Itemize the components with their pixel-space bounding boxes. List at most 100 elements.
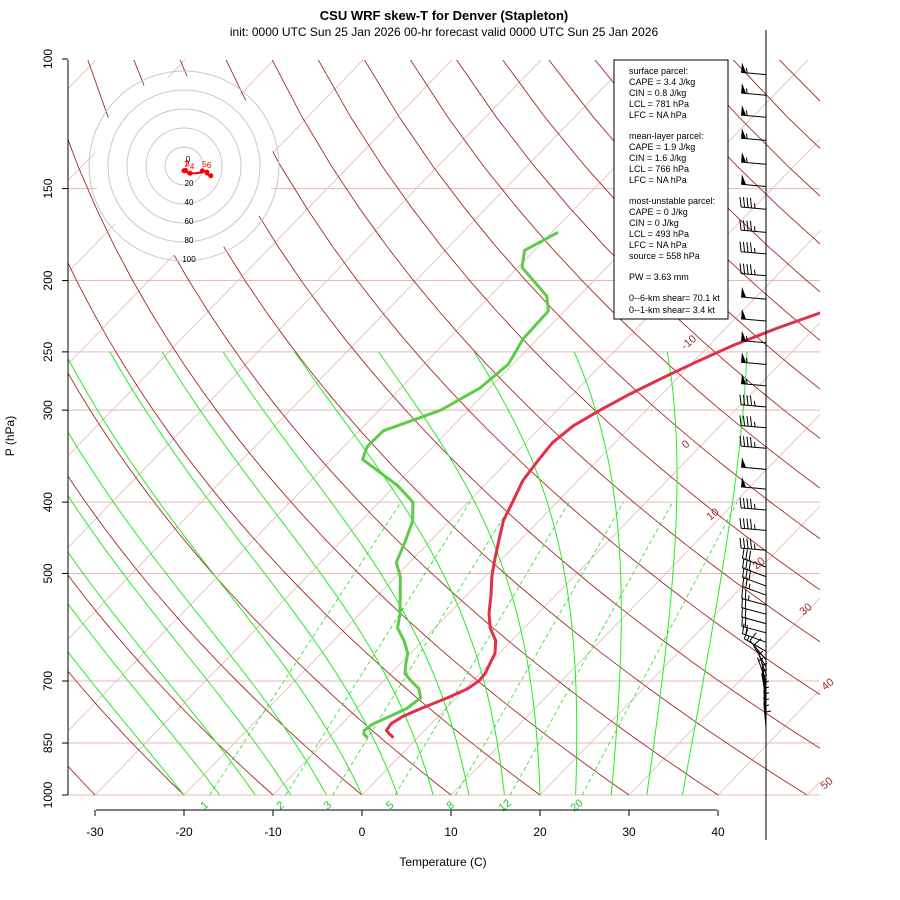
wind-barb-half-feather	[763, 686, 770, 689]
isotherm-line	[272, 230, 820, 796]
wind-barb-half-feather	[758, 657, 764, 662]
wind-barb-feather	[741, 606, 744, 618]
dry-adiabat-line	[87, 60, 719, 796]
wind-barb-feather	[745, 549, 748, 560]
wind-barb-staff	[741, 404, 767, 408]
isotherm-line	[68, 60, 542, 549]
hodograph-height-label: 2	[185, 160, 190, 169]
isotherm-line	[68, 60, 631, 640]
wind-barb-staff	[741, 273, 767, 277]
wind-barb-half-feather	[758, 650, 764, 655]
dry-adiabat-line	[271, 60, 820, 643]
wind-barb-half-feather	[746, 133, 748, 139]
dry-adiabat-line	[410, 60, 820, 489]
info-surface-lcl: LCL = 781 hPa	[629, 99, 689, 109]
info-mean-header: mean-layer parcel:	[629, 131, 704, 141]
info-mean-cin: CIN = 1.6 J/kg	[629, 153, 686, 163]
isotherm-line	[68, 60, 720, 732]
hodograph-ring-label: 60	[185, 217, 194, 226]
wind-barb-feather	[749, 498, 753, 509]
dry-adiabat-line	[778, 60, 820, 102]
wind-barb-feather	[742, 197, 746, 208]
isotherm-line	[450, 414, 820, 796]
wind-barb	[741, 308, 767, 322]
wind-barb-feather	[742, 436, 746, 447]
info-mu-source: source = 558 hPa	[629, 251, 700, 261]
hodograph-height-label: 1	[184, 160, 189, 169]
wind-barb-staff	[744, 638, 767, 652]
wind-barb-feather	[749, 242, 753, 253]
wind-barb	[741, 174, 767, 187]
wind-barb-staff	[741, 425, 767, 429]
wind-barb	[739, 219, 767, 233]
wind-barb-half-feather	[753, 203, 756, 209]
wind-barb-staff	[741, 206, 767, 210]
x-tick-label: 40	[711, 825, 725, 839]
wind-barb-feather	[746, 197, 749, 208]
mixing-ratio-line	[332, 501, 514, 796]
wind-barb-feather	[739, 435, 742, 447]
wind-barb-flag	[741, 105, 747, 116]
wind-barb	[739, 537, 767, 551]
wind-barb	[742, 557, 767, 578]
dry-adiabat-line	[133, 60, 808, 796]
wind-barb-feather	[749, 538, 753, 550]
wind-barb-flag	[741, 457, 747, 468]
chart-title: CSU WRF skew-T for Denver (Stapleton)	[320, 8, 568, 23]
isotherm-label: 50	[819, 775, 836, 792]
wind-barb-staff	[742, 633, 767, 643]
wind-barb-feather	[746, 416, 749, 427]
wind-barb	[741, 476, 767, 490]
wind-barb-feather	[739, 537, 742, 549]
wind-barb-half-feather	[746, 336, 748, 342]
wind-barb-feather	[739, 394, 742, 405]
wind-barb-feather	[741, 597, 744, 608]
dry-adiabat-line	[68, 475, 363, 796]
wind-barb-flag	[741, 83, 747, 94]
wind-barb	[741, 105, 767, 118]
wind-barb-feather	[748, 560, 752, 571]
wind-barb-half-feather	[746, 88, 748, 94]
moist-adiabat-line	[68, 651, 185, 796]
dry-adiabat-line	[225, 60, 820, 696]
wind-barb-feather	[739, 518, 742, 529]
isotherm-line	[68, 60, 453, 457]
y-tick-label: 850	[41, 733, 55, 753]
hodograph-ring-label: 0	[186, 155, 191, 164]
wind-barb-half-feather	[753, 269, 756, 275]
wind-barb	[741, 83, 767, 96]
wind-barb-feather	[746, 518, 749, 529]
wind-barb-half-feather	[753, 400, 756, 407]
wind-barb-half-feather	[753, 524, 756, 530]
info-mu-cape: CAPE = 0 J/kg	[629, 207, 688, 217]
wind-barb	[765, 708, 772, 734]
y-axis-ticks: 100 150 200 250 300 400 500 700 850 1000	[41, 49, 68, 808]
info-mean-lcl: LCL = 766 hPa	[629, 164, 689, 174]
wind-barb-staff	[741, 547, 767, 551]
wind-barb-half-feather	[762, 662, 768, 666]
wind-barb-half-feather	[746, 357, 748, 363]
wind-barb	[739, 196, 767, 210]
hodograph-height-label: 5	[202, 160, 207, 169]
wind-barb-feather	[745, 559, 748, 570]
moist-adiabat-line	[378, 351, 541, 796]
wind-barb-staff	[742, 567, 767, 578]
wind-barb-staff	[742, 576, 767, 587]
isotherm-line	[183, 138, 820, 796]
wind-barb-feather	[746, 263, 749, 275]
wind-barb-feather	[739, 219, 742, 231]
wind-barb-feather	[739, 415, 742, 426]
x-tick-label: 30	[622, 825, 636, 839]
x-axis-ticks: -30 -20 -10 0 10 20 30 40	[86, 810, 725, 839]
wind-barb-staff	[741, 161, 767, 165]
wind-barb-feather	[742, 497, 746, 509]
wind-barb-flag	[741, 308, 747, 320]
wind-barb-half-feather	[753, 247, 756, 254]
wind-barb-flag	[741, 128, 747, 139]
mixing-ratio-labels: 1 2 3 5 8 12 20	[198, 797, 585, 814]
moist-adiabat-line	[294, 351, 505, 796]
y-tick-label: 400	[41, 492, 55, 512]
wind-barb	[742, 548, 767, 568]
info-surface-cape: CAPE = 3.4 J/kg	[629, 77, 695, 87]
